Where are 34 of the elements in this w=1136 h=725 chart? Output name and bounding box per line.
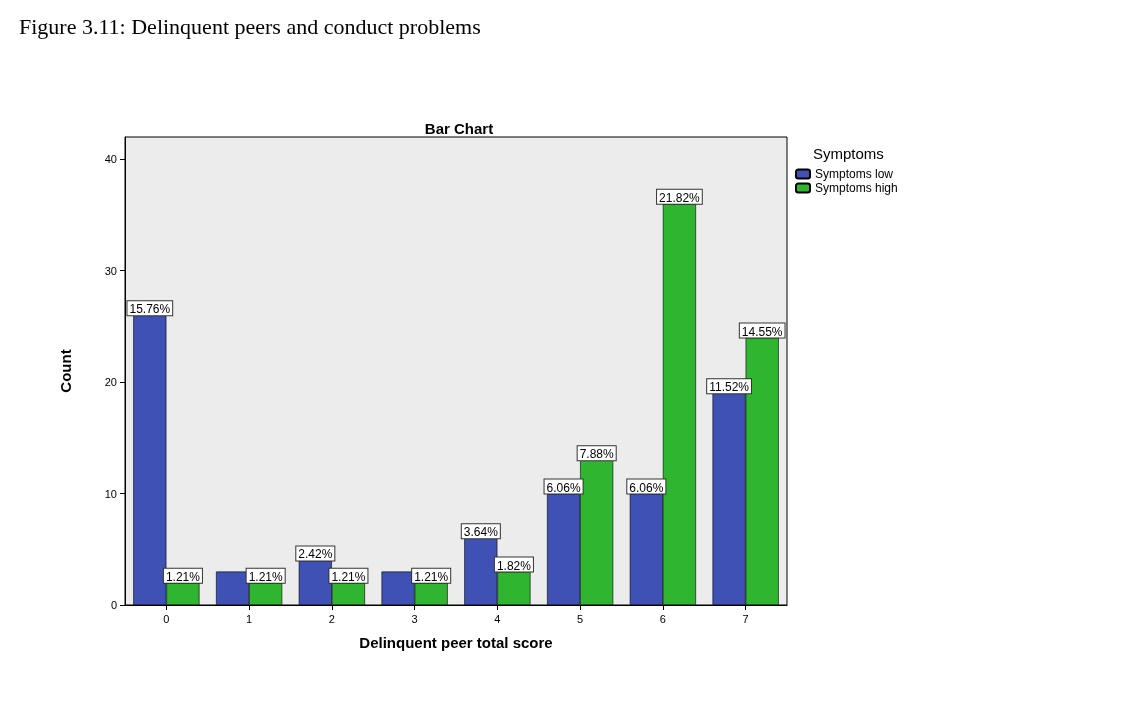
annotation: 1.21% [331, 569, 366, 584]
annotation: 11.52% [709, 380, 750, 395]
annotation: 1.82% [496, 558, 532, 573]
y-tick-label: 10 [104, 487, 117, 500]
x-axis-title: Delinquent peer total score [359, 634, 553, 651]
annotation: 6.06% [546, 480, 581, 495]
annotation: 3.64% [463, 525, 499, 540]
annotation: 14.55% [741, 324, 783, 339]
x-tick-label: 3 [411, 612, 418, 625]
legend-label: Symptoms low [815, 167, 894, 181]
annotation: 7.88% [579, 447, 615, 462]
annotation: 21.82% [659, 190, 701, 205]
annotation: 2.42% [298, 547, 333, 562]
y-axis-title: Count [57, 349, 74, 393]
y-tick-label: 20 [104, 376, 117, 389]
chart-title: Figure 3.11: Delinquent peers and conduct problems [19, 13, 481, 39]
annotation: 15.76% [129, 302, 171, 317]
chart-subtitle: Bar Chart [424, 120, 494, 137]
annotation: 1.21% [414, 569, 449, 584]
x-tick-label: 2 [328, 612, 335, 625]
x-tick-label: 7 [742, 612, 749, 625]
legend-label: Symptoms high [815, 181, 898, 195]
annotation: 1.21% [165, 569, 201, 584]
x-tick-label: 5 [577, 612, 584, 625]
y-tick-label: 30 [104, 264, 117, 277]
x-tick-label: 1 [246, 612, 253, 625]
y-tick-label: 40 [104, 153, 117, 166]
x-tick-label: 4 [494, 612, 501, 625]
x-tick-label: 0 [163, 612, 170, 625]
legend-title: Symptoms [813, 145, 884, 162]
annotation: 1.21% [248, 569, 284, 584]
x-tick-label: 6 [659, 612, 666, 625]
annotation: 6.06% [629, 480, 664, 495]
y-tick-label: 0 [110, 599, 117, 611]
